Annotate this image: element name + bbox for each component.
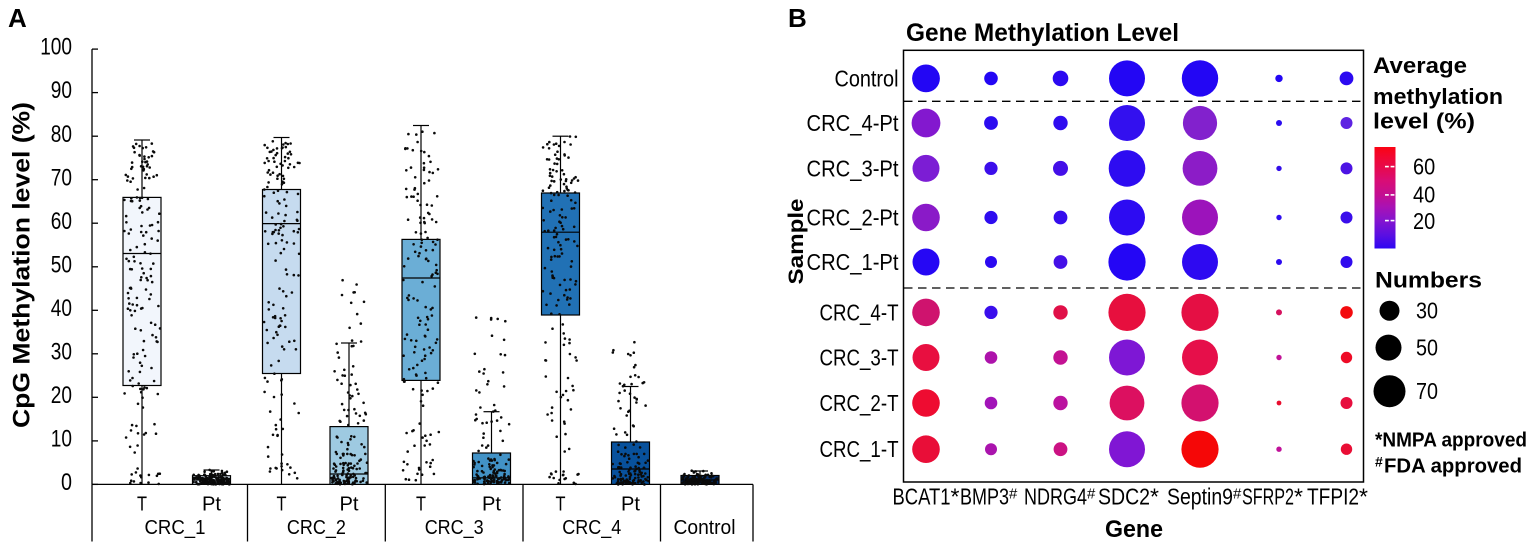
svg-text:20: 20 [1413,208,1435,234]
svg-text:50: 50 [51,251,72,278]
svg-text:*: * [951,484,960,510]
svg-text:#: # [1233,486,1242,503]
svg-text:Pt: Pt [482,494,501,516]
svg-text:T: T [416,494,426,516]
svg-text:CRC_4-Pt: CRC_4-Pt [807,110,900,136]
svg-text:BCAT1: BCAT1 [893,484,951,510]
svg-text:T: T [556,494,566,516]
svg-text:40: 40 [51,295,72,322]
svg-text:CpG Methylation level (%): CpG Methylation level (%) [9,102,36,428]
svg-text:T: T [137,494,147,516]
svg-text:90: 90 [51,77,72,104]
svg-text:B: B [788,3,807,33]
svg-text:#: # [1375,454,1383,470]
svg-text:CRC_2: CRC_2 [287,517,346,539]
svg-text:CRC_4: CRC_4 [562,517,621,539]
svg-text:50: 50 [1416,335,1438,361]
svg-text:70: 70 [1416,378,1438,404]
svg-text:*: * [1359,484,1368,510]
svg-text:10: 10 [51,426,72,453]
svg-text:CRC_1-Pt: CRC_1-Pt [807,249,900,275]
svg-text:NDRG4: NDRG4 [1024,484,1087,510]
svg-text:Numbers: Numbers [1375,268,1482,293]
svg-text:100: 100 [40,34,72,61]
svg-text:Septin9: Septin9 [1167,484,1233,510]
svg-text:40: 40 [1413,182,1435,208]
svg-text:30: 30 [1416,298,1438,324]
svg-text:Pt: Pt [340,494,359,516]
svg-text:T: T [277,494,287,516]
svg-text:Sample: Sample [785,199,808,285]
svg-text:CRC_2-T: CRC_2-T [820,390,899,416]
svg-text:#: # [1087,486,1096,503]
svg-text:*: * [1150,484,1159,510]
svg-text:Control: Control [835,65,899,91]
svg-text:60: 60 [1413,154,1435,180]
svg-text:CRC_3-T: CRC_3-T [820,345,899,371]
svg-text:CRC_4-T: CRC_4-T [820,299,899,325]
svg-text:CRC_3-Pt: CRC_3-Pt [807,155,900,181]
svg-text:CRC_2-Pt: CRC_2-Pt [807,205,900,231]
svg-text:Gene: Gene [1105,516,1163,543]
svg-text:Control: Control [674,517,736,539]
svg-text:CRC_3: CRC_3 [425,517,484,539]
svg-text:80: 80 [51,121,72,148]
svg-text:70: 70 [51,164,72,191]
svg-text:*: * [1294,484,1303,510]
svg-text:CRC_1: CRC_1 [145,517,206,539]
svg-text:SFRP2: SFRP2 [1242,484,1294,510]
svg-text:Pt: Pt [621,494,640,516]
svg-text:Average: Average [1373,53,1467,78]
svg-text:30: 30 [51,338,72,365]
svg-text:methylation: methylation [1373,84,1503,109]
svg-text:A: A [8,3,27,33]
svg-text:FDA approved: FDA approved [1384,456,1522,478]
svg-text:level (%): level (%) [1373,109,1475,134]
svg-text:BMP3: BMP3 [960,484,1009,510]
svg-text:0: 0 [61,469,72,496]
svg-text:#: # [1009,486,1018,503]
svg-text:CRC_1-T: CRC_1-T [820,436,899,462]
svg-text:Pt: Pt [202,494,221,516]
svg-text:60: 60 [51,208,72,235]
svg-text:TFPI2: TFPI2 [1307,484,1359,510]
svg-text:*NMPA approved: *NMPA approved [1375,430,1527,452]
svg-text:20: 20 [51,382,72,409]
svg-text:SDC2: SDC2 [1098,484,1150,510]
svg-text:Gene Methylation Level: Gene Methylation Level [906,19,1179,47]
